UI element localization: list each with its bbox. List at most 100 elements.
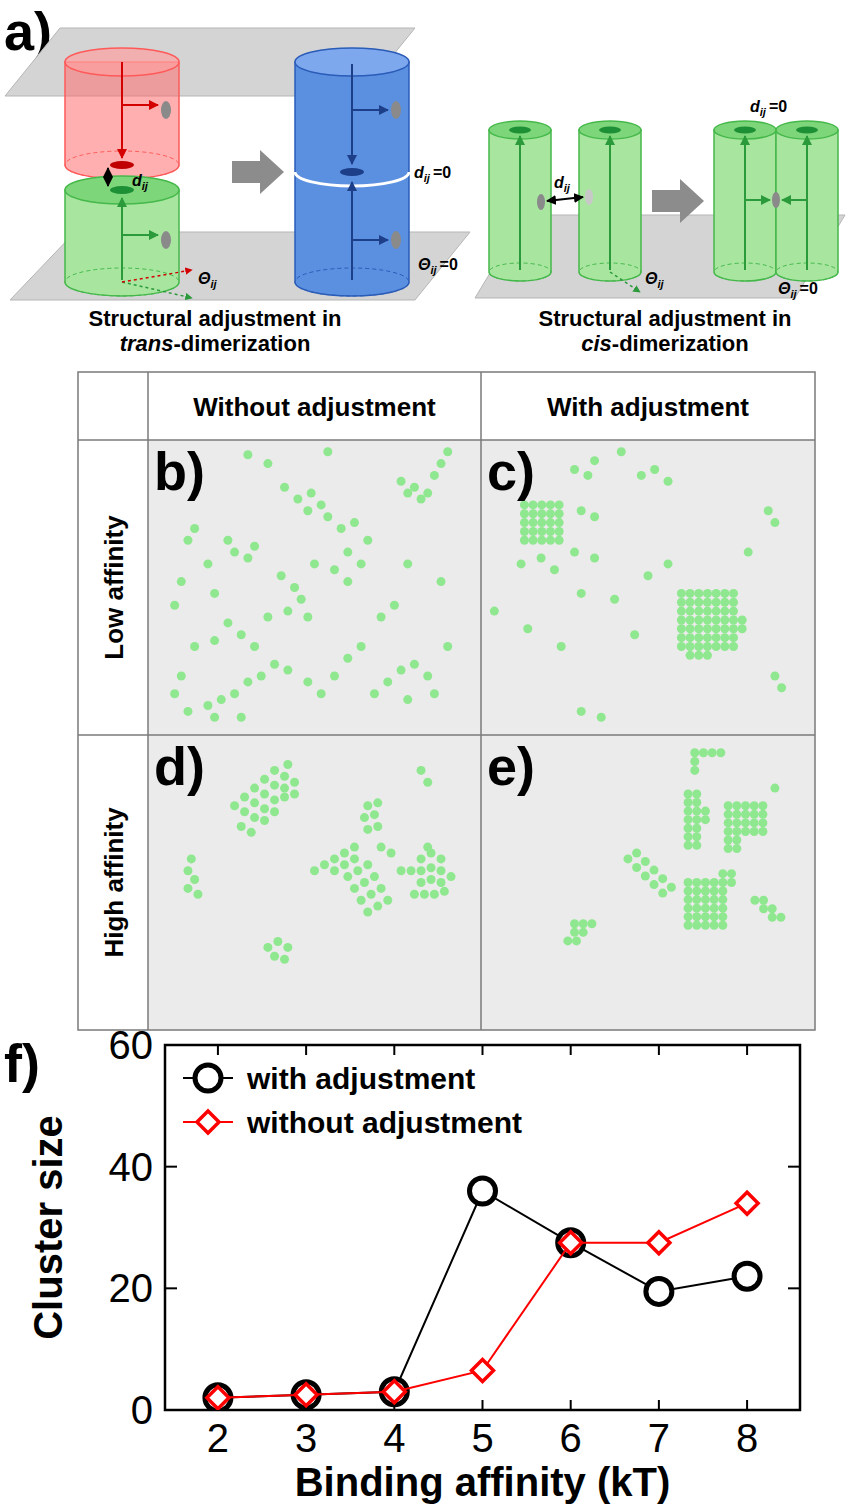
molecule-dot (330, 854, 339, 863)
molecule-dot (692, 798, 701, 807)
molecule-dot (323, 512, 332, 521)
molecule-dot (718, 912, 727, 921)
molecule-dot (741, 818, 750, 827)
molecule-dot (716, 748, 725, 757)
molecule-dot (343, 577, 352, 586)
molecule-dot (529, 518, 538, 527)
molecule-dot (768, 913, 777, 922)
arrow (609, 136, 611, 270)
molecule-dot (280, 784, 289, 793)
molecule-dot (423, 843, 432, 852)
label: e) (487, 736, 535, 796)
binding-site (161, 231, 171, 249)
molecule-dot (686, 615, 695, 624)
symbol-label: dij (132, 172, 149, 192)
molecule-dot (187, 854, 196, 863)
molecule-dot (303, 613, 312, 622)
molecule-dot (758, 818, 767, 827)
molecule-dot (323, 447, 332, 456)
molecule-dot (443, 447, 452, 456)
molecule-dot (729, 607, 738, 616)
molecule-dot (724, 818, 733, 827)
diamond-marker (383, 1381, 405, 1403)
molecule-dot (744, 548, 753, 557)
label: f) (4, 1033, 40, 1093)
molecule-dot (759, 896, 768, 905)
molecule-dot (529, 500, 538, 509)
molecule-dot (692, 904, 701, 913)
legend-item: with adjustment (183, 1062, 475, 1095)
cylinder-body (489, 130, 551, 281)
text-part: trans (120, 331, 174, 356)
molecule-dot (243, 677, 252, 686)
molecule-dot (570, 919, 579, 928)
diamond-marker (560, 1232, 582, 1254)
circle-marker (205, 1385, 231, 1410)
molecule-dot (353, 866, 362, 875)
molecule-dot (720, 598, 729, 607)
molecule-dot (729, 633, 738, 642)
molecule-dot (423, 489, 432, 498)
x-tick (393, 1045, 395, 1055)
molecule-dot (250, 813, 259, 822)
molecule-dot (546, 509, 555, 518)
x-tick (305, 1045, 307, 1055)
molecule-dot (694, 615, 703, 624)
panel-background (148, 440, 481, 735)
molecule-dot (350, 884, 359, 893)
molecule-dot (260, 790, 269, 799)
molecule-dot (340, 860, 349, 869)
molecule-dot (701, 904, 710, 913)
molecule-dot (437, 854, 446, 863)
molecule-dot (283, 760, 292, 769)
molecule-dot (692, 790, 701, 799)
molecule-dot (732, 801, 741, 810)
molecule-dot (617, 447, 626, 456)
label: d) (154, 736, 205, 796)
molecule-dot (377, 884, 386, 893)
molecule-dot (770, 518, 779, 527)
molecule-dot (684, 921, 693, 930)
cylinder-body (579, 130, 641, 281)
text-part: cis (581, 331, 612, 356)
molecule-dot (694, 633, 703, 642)
molecule-dot (632, 849, 641, 858)
molecule-dot (701, 912, 710, 921)
molecule-dot (555, 527, 564, 536)
binding-site (599, 127, 621, 134)
molecule-dot (724, 844, 733, 853)
label: Structural adjustment in (538, 306, 791, 331)
molecule-dot (684, 841, 693, 850)
molecule-dot (343, 548, 352, 557)
molecule-dot (776, 913, 785, 922)
molecule-dot (263, 613, 272, 622)
text-part: Θ (645, 270, 658, 287)
x-tick (570, 1045, 572, 1055)
molecule-dot (280, 792, 289, 801)
molecule-dot (430, 890, 439, 899)
molecule-dot (260, 804, 269, 813)
molecule-dot (590, 456, 599, 465)
molecule-dot (718, 878, 727, 887)
molecule-dot (340, 849, 349, 858)
molecule-dot (677, 642, 686, 651)
text-part: =0 (433, 164, 451, 181)
arrow (122, 234, 158, 236)
molecule-dot (283, 666, 292, 675)
molecule-dot (727, 869, 736, 878)
molecule-dot (577, 707, 586, 716)
molecule-dot (777, 683, 786, 692)
line-chart: f)23456780204060Binding affinity (kT)Clu… (4, 1023, 800, 1504)
arrow (122, 104, 158, 106)
molecule-dot (684, 807, 693, 816)
molecule-dot (230, 801, 239, 810)
process-arrow (652, 179, 704, 223)
molecule-dot (690, 757, 699, 766)
molecule-dot (750, 810, 759, 819)
molecule-dot (523, 624, 532, 633)
molecule-dot (684, 887, 693, 896)
molecule-dot (280, 483, 289, 492)
diagram: a)dijΘijdij=0Θij=0Structural adjustment … (4, 1, 845, 356)
molecule-dot (257, 672, 266, 681)
distance-arrow (547, 197, 583, 201)
